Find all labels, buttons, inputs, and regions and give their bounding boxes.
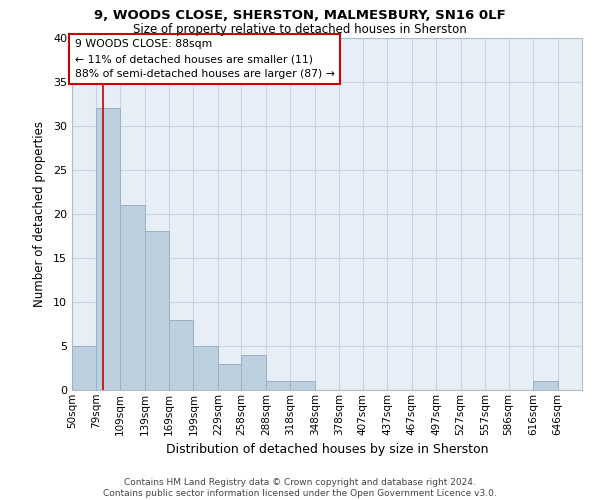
Text: Contains HM Land Registry data © Crown copyright and database right 2024.
Contai: Contains HM Land Registry data © Crown c… [103, 478, 497, 498]
Bar [193, 346, 218, 390]
Bar [266, 381, 290, 390]
Bar [533, 381, 557, 390]
Bar [218, 364, 241, 390]
Bar [120, 205, 145, 390]
Y-axis label: Number of detached properties: Number of detached properties [33, 120, 46, 306]
Text: 9, WOODS CLOSE, SHERSTON, MALMESBURY, SN16 0LF: 9, WOODS CLOSE, SHERSTON, MALMESBURY, SN… [94, 9, 506, 22]
Bar [169, 320, 193, 390]
X-axis label: Distribution of detached houses by size in Sherston: Distribution of detached houses by size … [166, 443, 488, 456]
Bar [72, 346, 95, 390]
Text: 9 WOODS CLOSE: 88sqm
← 11% of detached houses are smaller (11)
88% of semi-detac: 9 WOODS CLOSE: 88sqm ← 11% of detached h… [74, 40, 334, 79]
Text: Size of property relative to detached houses in Sherston: Size of property relative to detached ho… [133, 22, 467, 36]
Bar [95, 108, 120, 390]
Bar [241, 355, 266, 390]
Bar [290, 381, 315, 390]
Bar [145, 232, 169, 390]
